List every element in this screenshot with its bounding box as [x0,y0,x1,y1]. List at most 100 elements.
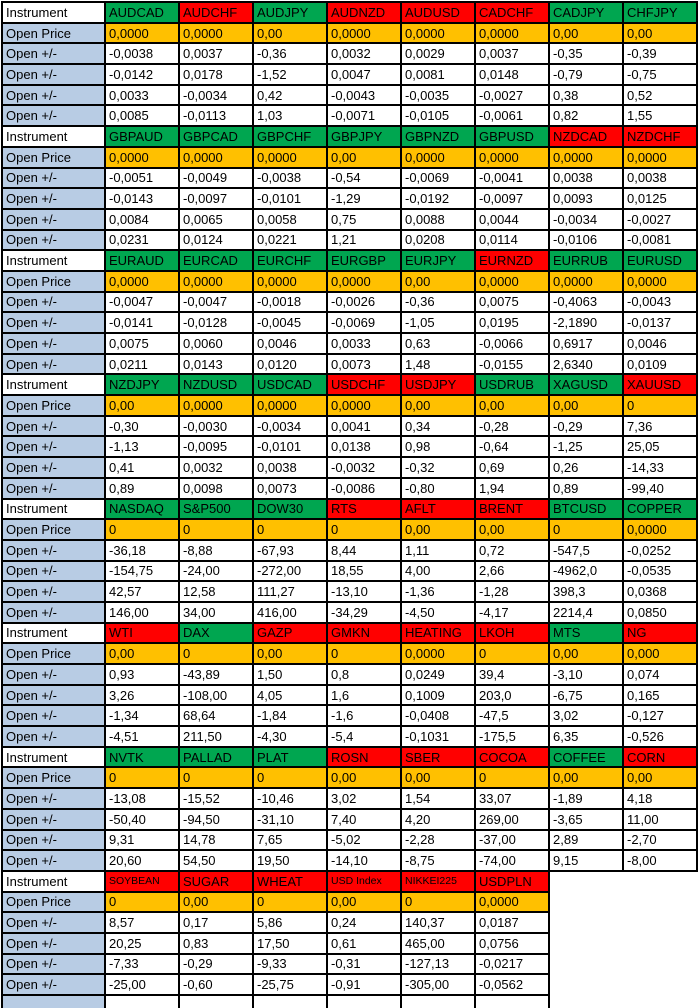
open-change-cell[interactable]: 1,94 [474,476,550,500]
instrument-header-cell[interactable]: COCOA [474,745,550,769]
open-change-cell[interactable]: -0,0105 [400,104,476,128]
open-change-cell[interactable]: 0,0029 [400,42,476,66]
open-change-cell[interactable]: -0,29 [548,414,624,438]
open-change-cell[interactable]: 0,6917 [548,332,624,355]
open-change-cell[interactable]: 0,0114 [474,228,550,252]
instrument-header-cell[interactable]: USDJPY [400,373,476,397]
open-change-cell[interactable]: -0,0101 [252,435,328,459]
open-change-cell[interactable]: -0,0535 [622,559,698,583]
open-price-cell[interactable]: 0,00 [474,394,550,417]
open-change-cell[interactable]: 17,50 [252,931,328,955]
open-change-cell[interactable]: -0,75 [622,63,698,86]
open-price-cell[interactable]: 0,0000 [474,21,550,45]
open-change-cell[interactable]: 269,00 [474,807,550,831]
row-label-open-change[interactable]: Open +/- [1,683,106,707]
instrument-header-cell[interactable]: GBPNZD [400,125,476,148]
open-change-cell[interactable]: -0,0128 [178,311,254,334]
open-change-cell[interactable]: -0,0106 [548,228,624,252]
open-change-cell[interactable]: -2,1890 [548,311,624,334]
instrument-header-cell[interactable]: AUDNZD [326,1,402,24]
open-change-cell[interactable]: -0,91 [326,973,402,996]
instrument-header-cell[interactable]: NZDJPY [104,373,180,397]
open-change-cell[interactable]: 0,0098 [178,476,254,500]
open-change-cell[interactable]: 0,0368 [622,580,698,603]
open-change-cell[interactable]: 2,66 [474,559,550,583]
open-change-cell[interactable]: -1,84 [252,704,328,728]
instrument-header-cell[interactable]: EURAUD [104,249,180,272]
instrument-header-cell[interactable]: CHFJPY [622,1,698,24]
open-change-cell[interactable]: -3,10 [548,663,624,686]
open-change-cell[interactable]: -0,36 [252,42,328,66]
open-price-cell[interactable]: 0 [104,766,180,790]
open-change-cell[interactable]: -0,0141 [104,311,180,334]
open-change-cell[interactable]: 0,83 [178,931,254,955]
open-change-cell[interactable]: -1,25 [548,435,624,459]
open-change-cell[interactable]: -0,0047 [104,290,180,314]
row-label-open-change[interactable]: Open +/- [1,973,106,996]
row-label-open-change[interactable]: Open +/- [1,704,106,728]
row-label-open-change[interactable]: Open +/- [1,663,106,686]
open-change-cell[interactable]: -0,29 [178,952,254,976]
open-change-cell[interactable]: 0,75 [326,207,402,231]
open-change-cell[interactable]: -0,0041 [474,166,550,190]
row-label-open-change[interactable]: Open +/- [1,828,106,852]
row-label-instrument[interactable]: Instrument [1,869,106,893]
instrument-header-cell[interactable]: NZDCHF [622,125,698,148]
open-change-cell[interactable]: -94,50 [178,807,254,831]
instrument-header-cell[interactable]: GBPCAD [178,125,254,148]
open-change-cell[interactable]: -0,0095 [178,435,254,459]
open-change-cell[interactable]: -175,5 [474,725,550,748]
open-price-cell[interactable]: 0 [178,518,254,541]
open-change-cell[interactable]: 5,86 [252,911,328,934]
open-change-cell[interactable]: 1,6 [326,683,402,707]
instrument-header-cell[interactable]: AUDCAD [104,1,180,24]
instrument-header-cell[interactable]: EURJPY [400,249,476,272]
open-change-cell[interactable]: 0,0073 [252,476,328,500]
open-price-cell[interactable]: 0,00 [326,145,402,169]
open-price-cell[interactable]: 0,0000 [548,145,624,169]
open-change-cell[interactable]: -0,0049 [178,166,254,190]
open-change-cell[interactable]: 54,50 [178,849,254,872]
open-change-cell[interactable]: 0,72 [474,538,550,562]
open-change-cell[interactable]: -24,00 [178,559,254,583]
open-change-cell[interactable]: -0,127 [622,704,698,728]
open-price-cell[interactable]: 0,0000 [474,890,550,914]
open-change-cell[interactable]: 19,50 [252,849,328,872]
open-change-cell[interactable]: 0,0085 [104,104,180,128]
row-label-open-change[interactable]: Open +/- [1,290,106,314]
open-change-cell[interactable]: -0,28 [474,414,550,438]
row-label-open-change[interactable]: Open +/- [1,83,106,107]
open-change-cell[interactable]: -1,05 [400,311,476,334]
open-change-cell[interactable]: 0,0208 [400,228,476,252]
open-change-cell[interactable]: -1,13 [104,435,180,459]
row-label-instrument[interactable]: Instrument [1,373,106,397]
open-price-cell[interactable]: 0,00 [548,642,624,665]
row-label-open-change[interactable]: Open +/- [1,807,106,831]
open-change-cell[interactable]: -8,88 [178,538,254,562]
open-change-cell[interactable]: -37,00 [474,828,550,852]
open-change-cell[interactable]: -0,80 [400,476,476,500]
row-label-instrument[interactable]: Instrument [1,1,106,24]
open-change-cell[interactable]: -13,10 [326,580,402,603]
instrument-header-cell[interactable]: PLAT [252,745,328,769]
open-change-cell[interactable]: -0,0113 [178,104,254,128]
open-change-cell[interactable]: 42,57 [104,580,180,603]
open-change-cell[interactable]: 0,0065 [178,207,254,231]
open-change-cell[interactable]: 0,0084 [104,207,180,231]
instrument-header-cell[interactable]: GBPUSD [474,125,550,148]
open-price-cell[interactable]: 0 [326,642,402,665]
open-price-cell[interactable]: 0,0000 [400,642,476,665]
open-change-cell[interactable]: 4,20 [400,807,476,831]
open-change-cell[interactable]: 0,0044 [474,207,550,231]
row-label-open-price[interactable]: Open Price [1,890,106,914]
row-label-instrument[interactable]: Instrument [1,497,106,521]
open-change-cell[interactable]: 0,0037 [178,42,254,66]
open-change-cell[interactable]: 39,4 [474,663,550,686]
open-change-cell[interactable]: 3,02 [326,787,402,810]
open-change-cell[interactable]: 4,18 [622,787,698,810]
open-price-cell[interactable]: 0,0000 [400,21,476,45]
row-label-instrument[interactable]: Instrument [1,745,106,769]
open-change-cell[interactable]: 146,00 [104,600,180,624]
open-change-cell[interactable]: -0,31 [326,952,402,976]
row-label-open-change[interactable]: Open +/- [1,166,106,190]
